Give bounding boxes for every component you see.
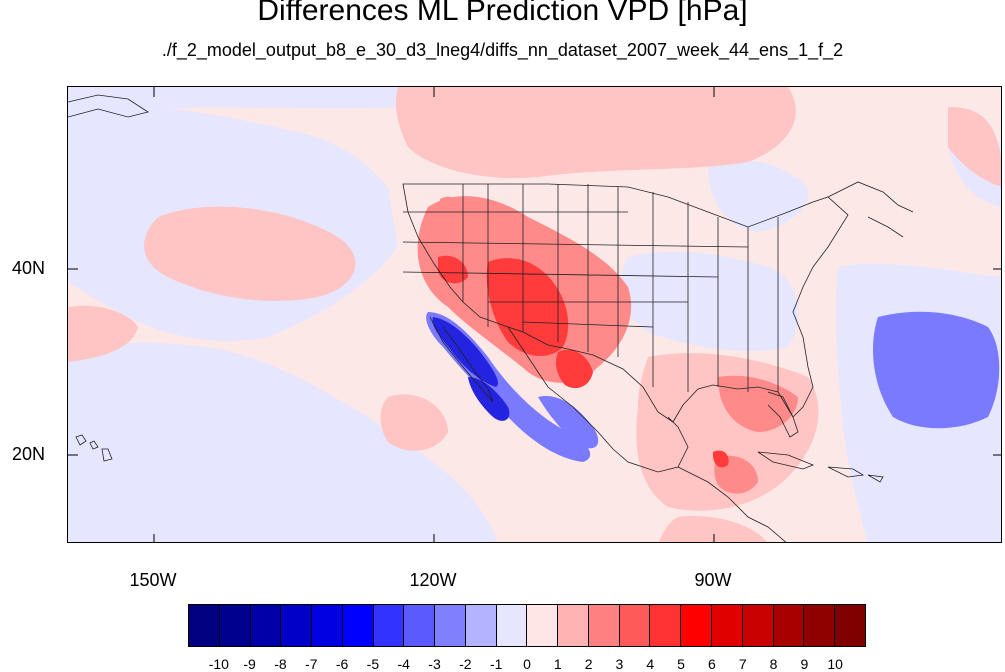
colorbar-tick-label: -9 bbox=[243, 656, 256, 672]
map-subtitle: ./f_2_model_output_b8_e_30_d3_lneg4/diff… bbox=[161, 40, 844, 60]
colorbar-swatch bbox=[588, 605, 620, 646]
map-canvas bbox=[68, 87, 1001, 542]
colorbar-swatch bbox=[527, 605, 559, 646]
colorbar-tick-label: 8 bbox=[769, 656, 778, 672]
colorbar-tick-label: 1 bbox=[553, 656, 562, 672]
colorbar-tick-label: 9 bbox=[800, 656, 809, 672]
colorbar-tick-label: -10 bbox=[208, 656, 229, 672]
colorbar-tick-label: -7 bbox=[305, 656, 318, 672]
colorbar-tick-label: 5 bbox=[677, 656, 685, 672]
lon-label-90w: 90W bbox=[694, 570, 732, 590]
colorbar-tick-label: -3 bbox=[428, 656, 441, 672]
colorbar-tick-label: 2 bbox=[584, 656, 593, 672]
colorbar-tick-label: 7 bbox=[738, 656, 747, 672]
colorbar-swatch bbox=[342, 605, 374, 646]
colorbar-swatch bbox=[558, 605, 589, 646]
colorbar-swatch bbox=[189, 605, 220, 646]
colorbar-swatch bbox=[804, 605, 836, 646]
colorbar-swatch bbox=[435, 605, 466, 646]
colorbar-tick-label: 3 bbox=[615, 656, 624, 672]
colorbar-swatch bbox=[219, 605, 251, 646]
pos-light-regions bbox=[68, 87, 1001, 542]
colorbar bbox=[188, 604, 866, 647]
lon-label-150w: 150W bbox=[129, 570, 177, 590]
map-title: Differences ML Prediction VPD [hPa] bbox=[257, 0, 748, 27]
colorbar-tick-label: 6 bbox=[708, 656, 716, 672]
colorbar-swatch bbox=[681, 605, 713, 646]
colorbar-tick-label: -8 bbox=[274, 656, 287, 672]
boundaries bbox=[68, 94, 914, 542]
colorbar-tick-label: 10 bbox=[827, 656, 843, 672]
colorbar-swatch bbox=[619, 605, 651, 646]
vpd-difference-map bbox=[67, 86, 1002, 543]
lat-label-40n: 40N bbox=[12, 258, 46, 278]
colorbar-swatch bbox=[712, 605, 743, 646]
colorbar-swatch bbox=[496, 605, 528, 646]
colorbar-swatch bbox=[373, 605, 405, 646]
colorbar-tick-label: -6 bbox=[335, 656, 349, 672]
colorbar-swatch bbox=[250, 605, 282, 646]
colorbar-swatch bbox=[773, 605, 805, 646]
lon-label-120w: 120W bbox=[409, 570, 457, 590]
colorbar-swatch bbox=[742, 605, 774, 646]
colorbar-swatch bbox=[312, 605, 343, 646]
colorbar-tick-label: 0 bbox=[523, 656, 531, 672]
colorbar-swatch bbox=[281, 605, 313, 646]
colorbar-tick-label: -5 bbox=[366, 656, 380, 672]
colorbar-swatch bbox=[835, 605, 865, 646]
pos-strong-regions bbox=[438, 255, 729, 468]
colorbar-tick-label: -2 bbox=[459, 656, 472, 672]
colorbar-tick-label: 4 bbox=[646, 656, 655, 672]
colorbar-swatch bbox=[404, 605, 436, 646]
colorbar-swatch bbox=[650, 605, 682, 646]
colorbar-tick-label: -4 bbox=[397, 656, 410, 672]
colorbar-swatch bbox=[465, 605, 497, 646]
colorbar-tick-label: -1 bbox=[489, 656, 503, 672]
lat-label-20n: 20N bbox=[12, 444, 46, 464]
